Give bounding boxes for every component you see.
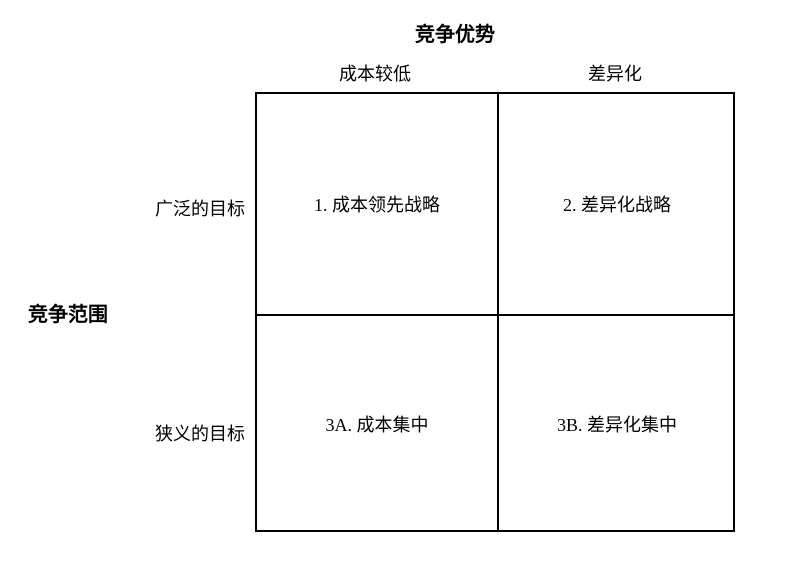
matrix-grid: 1. 成本领先战略 2. 差异化战略 3A. 成本集中 3B. 差异化集中 (255, 92, 735, 532)
diagram-container: 竞争优势 成本较低 差异化 竞争范围 广泛的目标 狭义的目标 1. 成本领先战略… (0, 0, 790, 565)
cell-r2c2: 3B. 差异化集中 (497, 314, 737, 534)
column-header-1: 成本较低 (255, 60, 495, 86)
row-label-2: 狭义的目标 (135, 420, 245, 446)
row-label-1: 广泛的目标 (135, 195, 245, 221)
top-axis-title: 竞争优势 (0, 18, 790, 47)
column-header-2: 差异化 (495, 60, 735, 86)
cell-r1c1: 1. 成本领先战略 (257, 94, 497, 314)
cell-r1c2: 2. 差异化战略 (497, 94, 737, 314)
left-axis-title: 竞争范围 (28, 298, 108, 327)
cell-r2c1: 3A. 成本集中 (257, 314, 497, 534)
